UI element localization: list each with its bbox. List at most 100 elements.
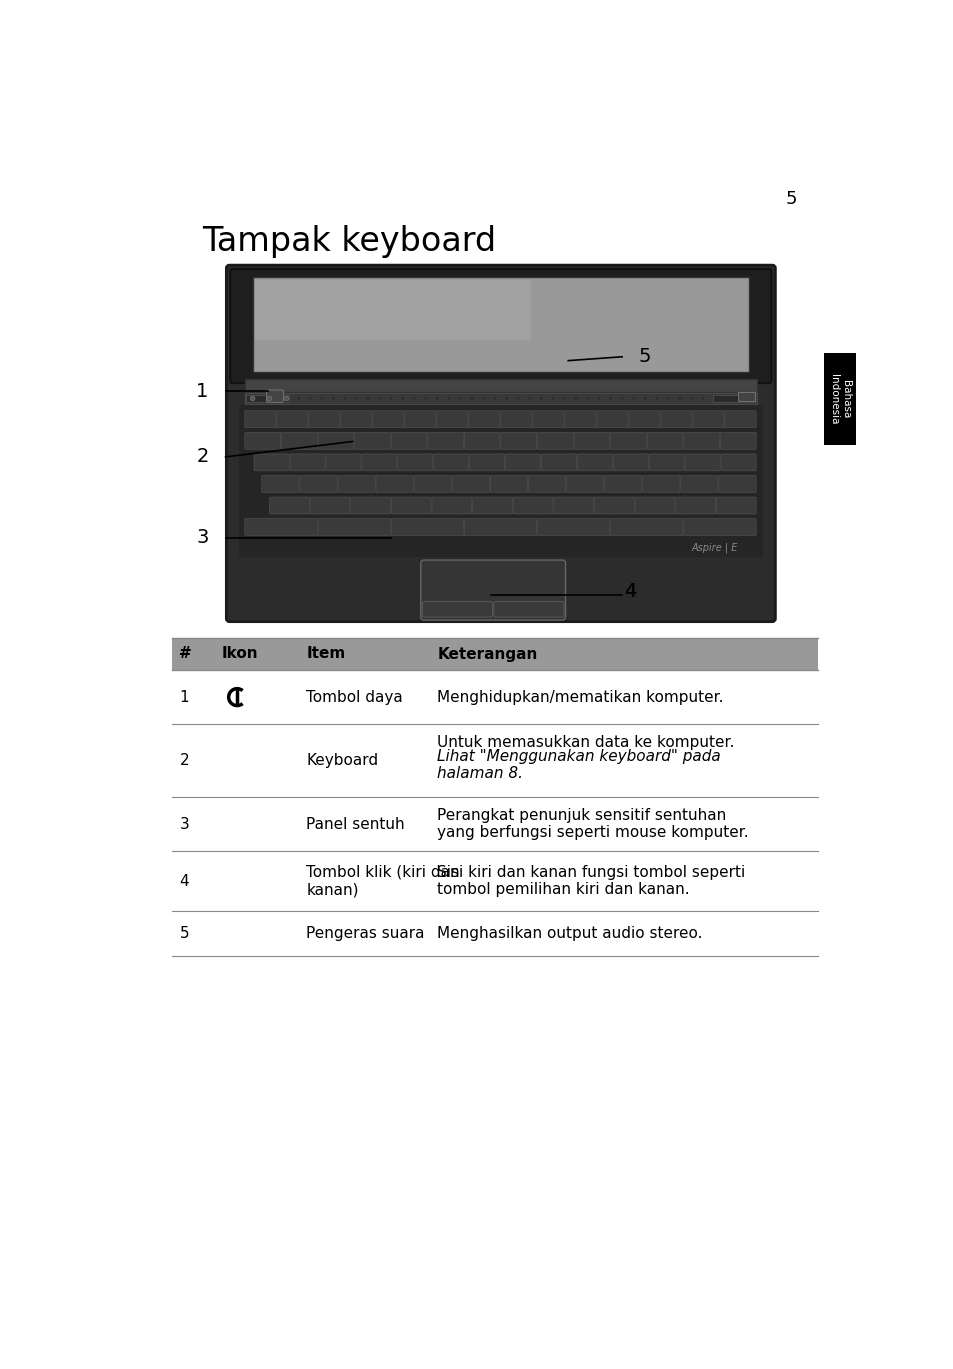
Circle shape — [724, 397, 726, 400]
FancyBboxPatch shape — [309, 411, 339, 427]
FancyBboxPatch shape — [724, 411, 756, 427]
Circle shape — [332, 397, 334, 400]
Text: Perangkat penunjuk sensitif sentuhan
yang berfungsi seperti mouse komputer.: Perangkat penunjuk sensitif sentuhan yan… — [436, 808, 748, 841]
Circle shape — [459, 397, 461, 400]
FancyBboxPatch shape — [646, 433, 682, 449]
FancyBboxPatch shape — [420, 560, 565, 620]
Circle shape — [250, 396, 254, 401]
FancyBboxPatch shape — [660, 411, 691, 427]
FancyBboxPatch shape — [594, 497, 634, 513]
FancyBboxPatch shape — [253, 455, 289, 471]
FancyBboxPatch shape — [500, 433, 537, 449]
FancyBboxPatch shape — [427, 433, 463, 449]
Text: Sisi kiri dan kanan fungsi tombol seperti
tombol pemilihan kiri dan kanan.: Sisi kiri dan kanan fungsi tombol sepert… — [436, 865, 745, 897]
Circle shape — [620, 397, 622, 400]
FancyBboxPatch shape — [628, 411, 659, 427]
Circle shape — [297, 397, 299, 400]
FancyBboxPatch shape — [720, 455, 756, 471]
FancyBboxPatch shape — [266, 390, 283, 402]
Circle shape — [528, 397, 530, 400]
FancyBboxPatch shape — [537, 519, 609, 535]
Circle shape — [609, 397, 611, 400]
FancyBboxPatch shape — [326, 455, 360, 471]
FancyBboxPatch shape — [355, 433, 390, 449]
Circle shape — [598, 397, 599, 400]
FancyBboxPatch shape — [340, 411, 372, 427]
Circle shape — [320, 397, 322, 400]
FancyBboxPatch shape — [500, 411, 532, 427]
Text: Pengeras suara: Pengeras suara — [306, 925, 424, 941]
FancyBboxPatch shape — [537, 433, 573, 449]
FancyBboxPatch shape — [683, 519, 756, 535]
Circle shape — [413, 397, 415, 400]
Text: 1: 1 — [196, 382, 209, 401]
FancyBboxPatch shape — [574, 433, 609, 449]
Text: 3: 3 — [179, 817, 189, 832]
FancyBboxPatch shape — [528, 475, 565, 493]
Circle shape — [355, 397, 357, 400]
FancyBboxPatch shape — [718, 475, 756, 493]
FancyBboxPatch shape — [613, 455, 648, 471]
Text: Tombol daya: Tombol daya — [306, 690, 403, 705]
FancyBboxPatch shape — [261, 475, 299, 493]
FancyBboxPatch shape — [422, 601, 492, 617]
FancyBboxPatch shape — [254, 279, 531, 340]
Circle shape — [632, 397, 634, 400]
Circle shape — [667, 397, 669, 400]
Circle shape — [274, 397, 276, 400]
Circle shape — [586, 397, 588, 400]
Text: Item: Item — [306, 646, 345, 661]
Text: 2: 2 — [196, 448, 209, 467]
Text: 1: 1 — [179, 690, 189, 705]
Circle shape — [655, 397, 657, 400]
FancyBboxPatch shape — [391, 519, 463, 535]
Circle shape — [401, 397, 403, 400]
FancyBboxPatch shape — [577, 455, 612, 471]
Circle shape — [344, 397, 346, 400]
Bar — [246, 394, 289, 402]
Text: Keterangan: Keterangan — [436, 646, 537, 661]
FancyBboxPatch shape — [635, 497, 674, 513]
FancyBboxPatch shape — [675, 497, 715, 513]
FancyBboxPatch shape — [610, 433, 646, 449]
FancyBboxPatch shape — [375, 475, 413, 493]
FancyBboxPatch shape — [513, 497, 553, 513]
Circle shape — [284, 396, 289, 401]
Circle shape — [552, 397, 553, 400]
Circle shape — [690, 397, 692, 400]
FancyBboxPatch shape — [566, 475, 603, 493]
Bar — [238, 405, 762, 557]
Circle shape — [309, 397, 311, 400]
Bar — [712, 394, 755, 402]
Text: #: # — [179, 646, 192, 661]
Bar — [823, 353, 856, 445]
FancyBboxPatch shape — [230, 268, 771, 383]
Text: 4: 4 — [179, 873, 189, 888]
Circle shape — [378, 397, 380, 400]
Circle shape — [286, 397, 288, 400]
FancyBboxPatch shape — [684, 455, 720, 471]
FancyBboxPatch shape — [464, 433, 499, 449]
FancyBboxPatch shape — [397, 455, 433, 471]
FancyBboxPatch shape — [432, 497, 472, 513]
FancyBboxPatch shape — [692, 411, 723, 427]
Text: 5: 5 — [179, 925, 189, 941]
Circle shape — [643, 397, 645, 400]
Circle shape — [482, 397, 484, 400]
Bar — [737, 392, 754, 401]
FancyBboxPatch shape — [494, 601, 563, 617]
FancyBboxPatch shape — [452, 475, 489, 493]
Text: 3: 3 — [196, 528, 209, 548]
Text: Menghasilkan output audio stereo.: Menghasilkan output audio stereo. — [436, 925, 702, 941]
FancyBboxPatch shape — [683, 433, 719, 449]
FancyBboxPatch shape — [490, 475, 527, 493]
Text: Tombol klik (kiri dan
kanan): Tombol klik (kiri dan kanan) — [306, 865, 459, 897]
FancyBboxPatch shape — [276, 411, 308, 427]
Circle shape — [563, 397, 565, 400]
Bar — [245, 393, 756, 404]
FancyBboxPatch shape — [245, 411, 275, 427]
FancyBboxPatch shape — [597, 411, 627, 427]
Circle shape — [267, 396, 272, 401]
Text: 5: 5 — [639, 348, 651, 367]
Circle shape — [701, 397, 703, 400]
